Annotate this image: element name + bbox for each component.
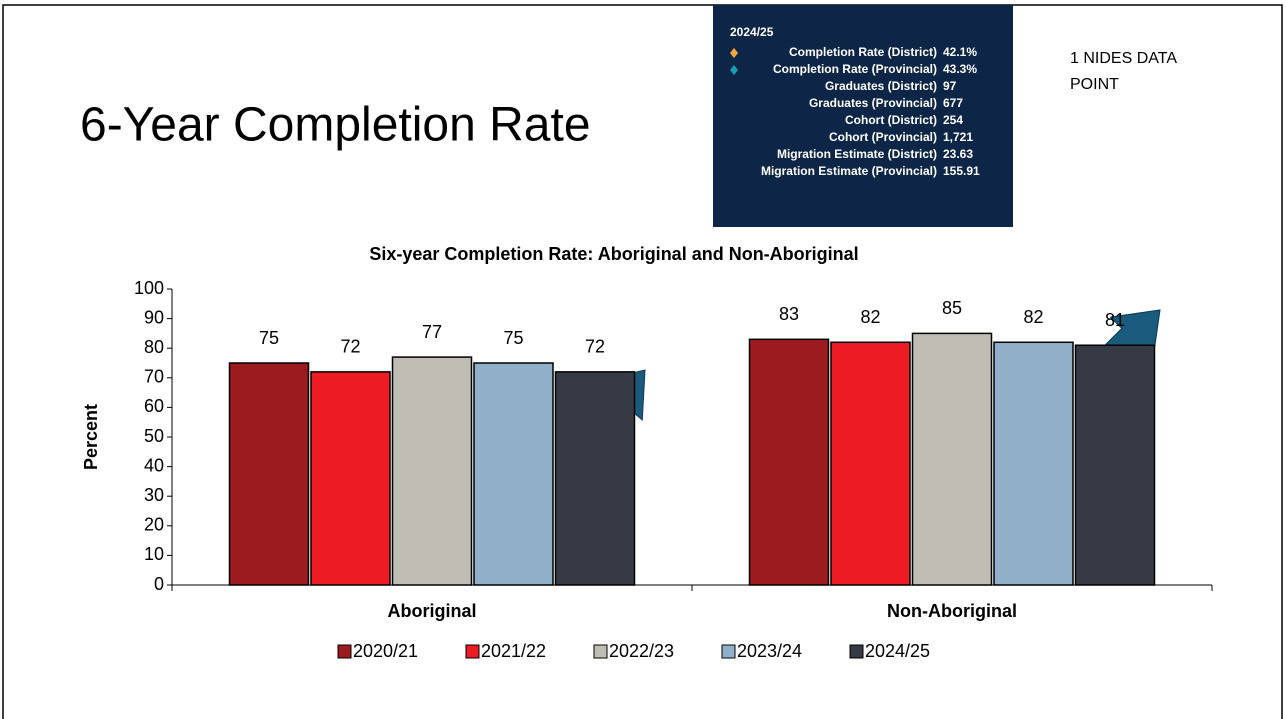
- x-tick-label: Aboriginal: [388, 601, 477, 621]
- tooltip-value: 97: [943, 79, 957, 93]
- tooltip-value: 1,721: [943, 130, 973, 144]
- legend-label: 2021/22: [481, 641, 546, 661]
- data-label: 77: [422, 322, 442, 342]
- y-tick-label: 40: [144, 455, 164, 475]
- bar: [391, 356, 473, 586]
- data-label: 75: [503, 328, 523, 348]
- bar: [554, 371, 636, 586]
- data-label: 82: [1023, 307, 1043, 327]
- data-label: 83: [779, 304, 799, 324]
- tooltip-label: Migration Estimate (Provincial): [761, 164, 937, 178]
- bar: [993, 341, 1074, 586]
- y-axis-label: Percent: [81, 404, 101, 470]
- data-label: 82: [860, 307, 880, 327]
- y-tick-label: 50: [144, 426, 164, 446]
- bar: [911, 332, 993, 586]
- bar: [310, 371, 391, 586]
- data-label: 81: [1105, 310, 1125, 330]
- data-label: 75: [259, 328, 279, 348]
- bar: [830, 341, 911, 586]
- data-label: 72: [585, 337, 605, 357]
- y-tick-label: 70: [144, 367, 164, 387]
- tooltip-value: 155.91: [943, 164, 980, 178]
- legend-swatch: [337, 644, 352, 659]
- legend-label: 2023/24: [737, 641, 802, 661]
- tooltip-label: Completion Rate (District): [789, 45, 937, 59]
- legend-label: 2020/21: [353, 641, 418, 661]
- legend-swatch: [849, 644, 864, 659]
- tooltip-box: [713, 5, 1013, 227]
- tooltip-value: 23.63: [943, 147, 973, 161]
- bar: [473, 362, 554, 586]
- data-label: 85: [942, 298, 962, 318]
- bar: [748, 338, 830, 586]
- bar: [228, 362, 310, 586]
- tooltip-label: Migration Estimate (District): [777, 147, 937, 161]
- tooltip-value: 42.1%: [943, 45, 977, 59]
- legend-label: 2024/25: [865, 641, 930, 661]
- tooltip-label: Graduates (Provincial): [809, 96, 937, 110]
- y-tick-label: 30: [144, 485, 164, 505]
- y-tick-label: 60: [144, 396, 164, 416]
- tooltip-label: Cohort (District): [845, 113, 937, 127]
- tooltip-label: Cohort (Provincial): [829, 130, 937, 144]
- x-tick-label: Non-Aboriginal: [887, 601, 1017, 621]
- legend-label: 2022/23: [609, 641, 674, 661]
- y-tick-label: 0: [154, 574, 164, 594]
- legend-marker: [730, 65, 738, 75]
- y-tick-label: 80: [144, 337, 164, 357]
- tooltip-value: 677: [943, 96, 963, 110]
- y-tick-label: 10: [144, 544, 164, 564]
- legend-swatch: [465, 644, 480, 659]
- tooltip-value: 43.3%: [943, 62, 977, 76]
- tooltip-label: Graduates (District): [825, 79, 937, 93]
- legend-marker: [730, 48, 738, 58]
- tooltip-label: Completion Rate (Provincial): [773, 62, 937, 76]
- legend-swatch: [593, 644, 608, 659]
- y-tick-label: 20: [144, 515, 164, 535]
- data-label: 72: [340, 337, 360, 357]
- legend-swatch: [721, 644, 736, 659]
- tooltip-title: 2024/25: [730, 25, 774, 39]
- y-tick-label: 100: [134, 278, 164, 298]
- slide-title: 6-Year Completion Rate: [80, 99, 591, 152]
- chart-title: Six-year Completion Rate: Aboriginal and…: [369, 244, 858, 264]
- slide-border: [2, 4, 1283, 719]
- note: 1 NIDES DATA POINT: [1070, 50, 1177, 93]
- bar: [1074, 344, 1156, 586]
- y-tick-label: 90: [144, 307, 164, 327]
- tooltip-value: 254: [943, 113, 963, 127]
